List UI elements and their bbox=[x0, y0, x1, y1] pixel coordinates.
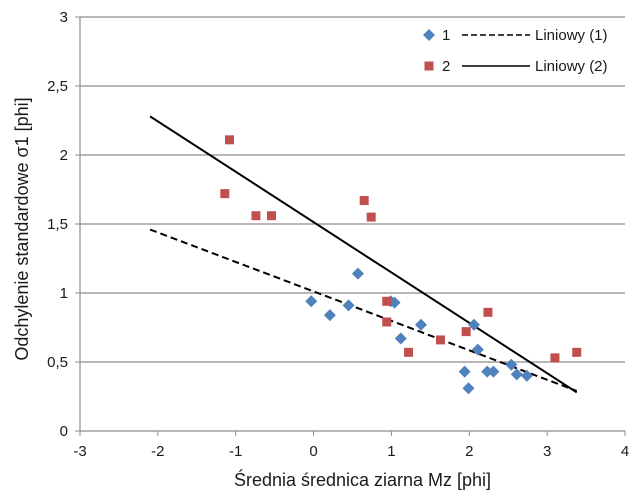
gridlines bbox=[80, 16, 625, 363]
series-2-point bbox=[267, 211, 277, 221]
x-tick-label: -3 bbox=[73, 443, 86, 460]
x-tick-labels: -3 -2 -1 0 1 2 3 4 bbox=[73, 443, 629, 460]
series-2-point bbox=[483, 307, 493, 317]
series-2-point bbox=[382, 317, 392, 327]
y-tick-label: 1,5 bbox=[47, 216, 68, 233]
y-tick-label: 0 bbox=[60, 423, 68, 440]
series-1-point bbox=[342, 299, 355, 312]
series-1-point bbox=[462, 382, 475, 395]
legend: 1 Liniowy (1) 2 Liniowy (2) bbox=[423, 27, 608, 75]
legend-marker-2 bbox=[424, 61, 434, 71]
legend-series-label: 1 bbox=[442, 27, 450, 44]
series-1-point bbox=[323, 309, 336, 322]
series-1-point bbox=[388, 296, 401, 309]
series-2-point bbox=[435, 335, 445, 345]
series-1-point bbox=[458, 365, 471, 378]
x-axis-title: Średnia średnica ziarna Mz [phi] bbox=[234, 469, 491, 490]
series-1-point bbox=[505, 358, 518, 371]
series-1-point bbox=[394, 332, 407, 345]
y-tick-label: 0,5 bbox=[47, 354, 68, 371]
x-tick-label: 4 bbox=[621, 443, 629, 460]
series-2-point bbox=[382, 296, 392, 306]
y-axis-title: Odchylenie standardowe σ1 [phi] bbox=[12, 97, 32, 360]
legend-marker-1 bbox=[423, 29, 435, 41]
series-1-point bbox=[510, 368, 523, 381]
series-2-point bbox=[366, 212, 376, 222]
series-1-point bbox=[351, 267, 364, 280]
series-1-point bbox=[415, 318, 428, 331]
x-tick-label: -1 bbox=[229, 443, 242, 460]
series-2-point bbox=[550, 353, 560, 363]
y-tick-labels: 0 0,5 1 1,5 2 2,5 3 bbox=[47, 9, 68, 440]
x-tick-label: 1 bbox=[387, 443, 395, 460]
x-tick-label: 0 bbox=[309, 443, 317, 460]
series-1-point bbox=[471, 343, 484, 356]
trendline-2 bbox=[149, 115, 578, 394]
legend-trend-label: Liniowy (1) bbox=[535, 27, 608, 44]
x-tick-label: -2 bbox=[151, 443, 164, 460]
x-tick-label: 2 bbox=[465, 443, 473, 460]
series-2-point bbox=[224, 135, 234, 145]
y-tick-label: 1 bbox=[60, 285, 68, 302]
series-2-point bbox=[461, 327, 471, 337]
x-tick-label: 3 bbox=[543, 443, 551, 460]
series-1-point bbox=[305, 295, 318, 308]
y-tick-label: 2 bbox=[60, 147, 68, 164]
series-2-point bbox=[220, 189, 230, 199]
legend-series-label: 2 bbox=[442, 58, 450, 75]
series-2-point bbox=[251, 211, 261, 221]
series-1-point bbox=[481, 365, 494, 378]
series-2-point bbox=[359, 196, 369, 206]
trendlines bbox=[149, 115, 578, 394]
series-2-point bbox=[404, 347, 414, 357]
data-points bbox=[220, 135, 582, 395]
trendline-1 bbox=[149, 228, 578, 392]
series-1-point bbox=[487, 365, 500, 378]
y-tick-label: 3 bbox=[60, 9, 68, 26]
axes bbox=[75, 16, 626, 436]
series-1-point bbox=[520, 369, 533, 382]
series-2-point bbox=[572, 347, 582, 357]
legend-trend-label: Liniowy (2) bbox=[535, 58, 608, 75]
series-1-point bbox=[467, 318, 480, 331]
y-tick-label: 2,5 bbox=[47, 78, 68, 95]
